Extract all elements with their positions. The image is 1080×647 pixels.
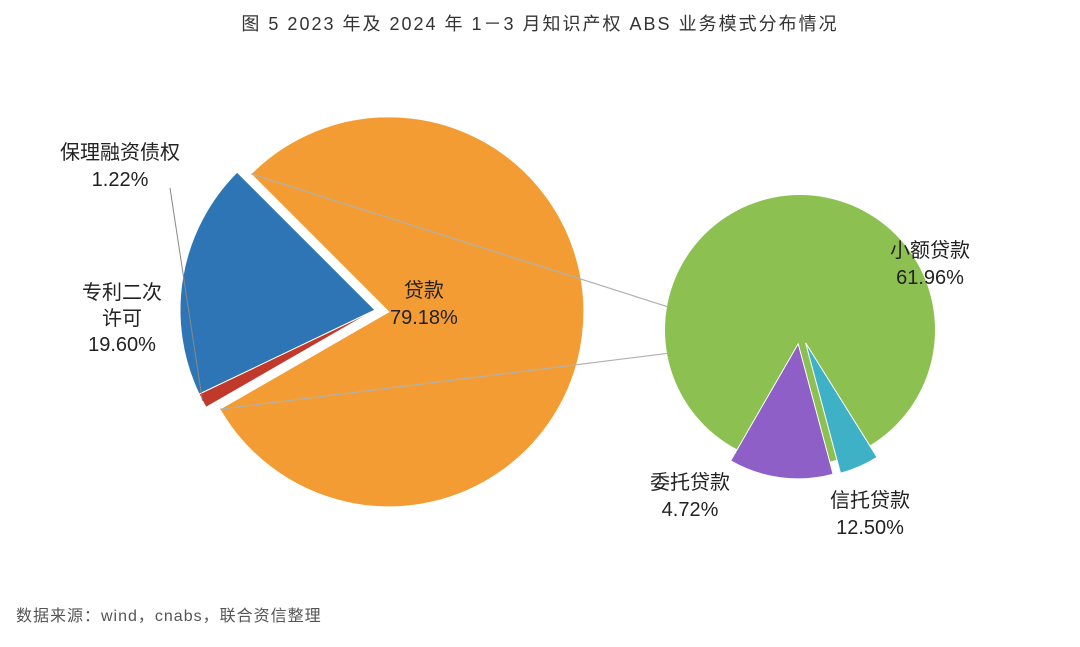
data-source: 数据来源：wind，cnabs，联合资信整理: [16, 602, 322, 626]
pct-factoring: 1.22%: [60, 167, 180, 194]
pct-entrust: 4.72%: [650, 497, 730, 524]
chart-area: 保理融资债权 1.22% 专利二次许可 19.60% 贷款 79.18% 小额贷…: [0, 0, 1080, 642]
label-factoring: 保理融资债权 1.22%: [60, 140, 180, 194]
label-micro-loan: 小额贷款 61.96%: [890, 238, 970, 292]
pct-loans: 79.18%: [390, 305, 458, 332]
label-trust-loan: 信托贷款 12.50%: [830, 488, 910, 542]
pie-charts-svg: [0, 0, 1080, 642]
pct-micro: 61.96%: [890, 265, 970, 292]
pct-trust: 12.50%: [830, 515, 910, 542]
label-patent-sub: 专利二次许可 19.60%: [82, 280, 162, 359]
pct-patent: 19.60%: [82, 332, 162, 359]
label-loans: 贷款 79.18%: [390, 278, 458, 332]
label-entrust-loan: 委托贷款 4.72%: [650, 470, 730, 524]
